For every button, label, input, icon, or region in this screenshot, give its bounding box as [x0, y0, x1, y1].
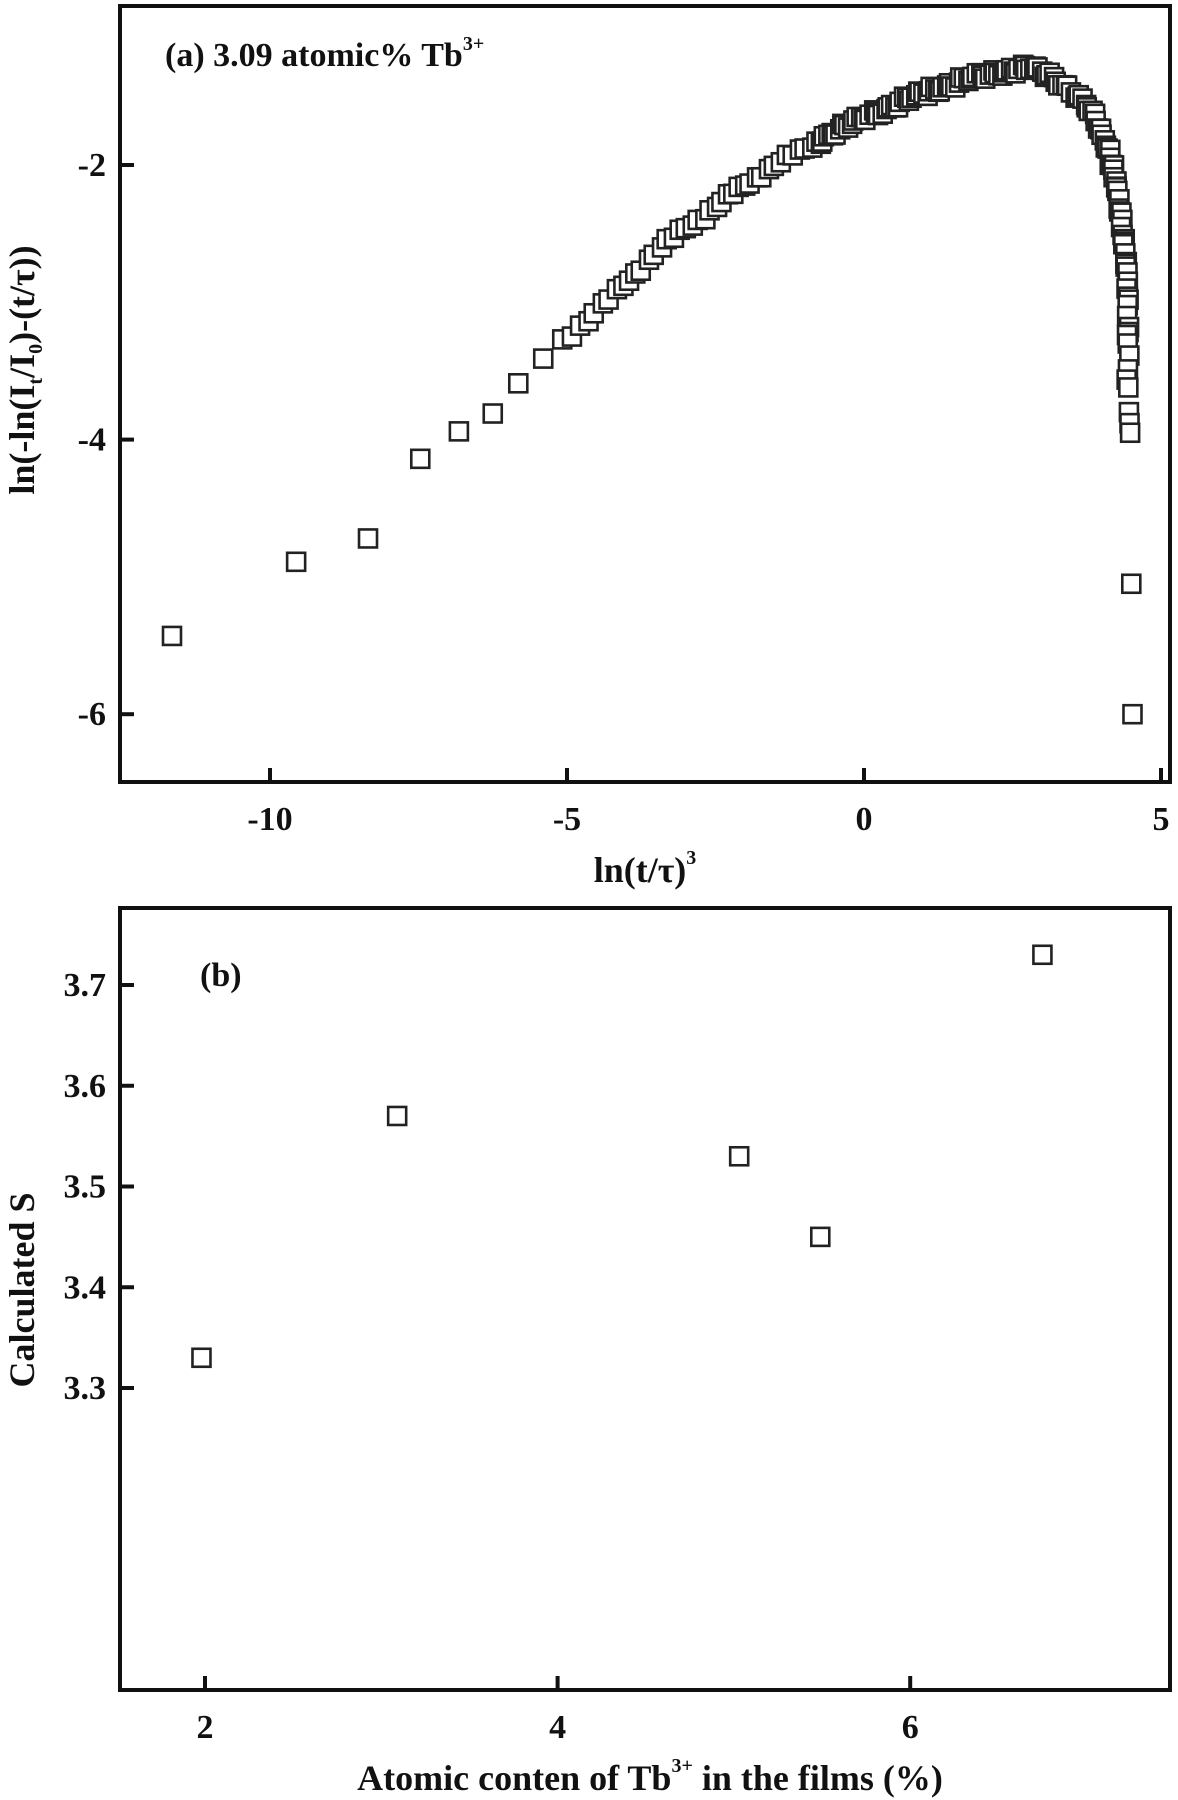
panel-b-x-ticks: 2 4 6 — [197, 1676, 919, 1746]
panel-a-x-ticks: -10 -5 0 5 — [247, 768, 1170, 838]
panel-a-data-points — [161, 54, 1143, 725]
y-tick-label: 3.6 — [64, 1068, 107, 1105]
data-point-marker — [357, 528, 379, 549]
data-point-marker — [161, 625, 183, 647]
panel-b-x-axis-title: Atomic conten of Tb3+ in the films (%) — [357, 1755, 943, 1798]
x-tick-label: -5 — [553, 801, 581, 838]
y-tick-label: 3.5 — [64, 1169, 107, 1206]
data-point-marker — [482, 403, 504, 424]
panel-a-frame — [118, 4, 1172, 784]
panel-a-y-axis-title: ln(-ln(It/I0)-(t/τ)) — [2, 245, 47, 494]
x-tick-label: 6 — [902, 1709, 919, 1746]
data-point-marker — [532, 348, 554, 369]
data-point-marker — [1032, 944, 1053, 966]
data-point-marker — [191, 1347, 212, 1369]
data-point-marker — [1121, 573, 1142, 595]
x-tick-label: 5 — [1153, 801, 1170, 838]
y-tick-label: 3.7 — [64, 967, 107, 1004]
data-point-marker — [285, 551, 307, 573]
panel-b-y-axis-title: Calculated S — [2, 1192, 42, 1387]
data-point-marker — [448, 421, 470, 442]
panel-b-frame — [118, 906, 1172, 1692]
panel-b-data-points — [191, 944, 1053, 1369]
y-tick-label: -4 — [78, 422, 106, 459]
data-point-marker — [728, 1145, 750, 1167]
data-point-marker — [1122, 703, 1143, 725]
y-tick-label: -6 — [78, 696, 106, 733]
panel-b: 2 4 6 3.3 3.4 3.5 3.6 3.7 (b) Atomic conten of… — [2, 906, 1172, 1798]
y-tick-label: -2 — [78, 147, 106, 184]
data-point-marker — [1119, 422, 1141, 444]
data-point-marker — [809, 1226, 831, 1248]
panel-a-y-ticks: -2 -4 -6 — [78, 147, 134, 733]
x-tick-label: 4 — [549, 1709, 566, 1746]
panel-a-annotation: (a) 3.09 atomic% Tb3+ — [165, 33, 484, 74]
data-point-marker — [409, 448, 431, 470]
x-tick-label: -10 — [247, 801, 292, 838]
y-tick-label: 3.3 — [64, 1370, 107, 1407]
panel-b-y-ticks: 3.3 3.4 3.5 3.6 3.7 — [64, 967, 134, 1407]
y-tick-label: 3.4 — [64, 1269, 107, 1306]
x-tick-label: 2 — [197, 1709, 214, 1746]
data-point-marker — [507, 373, 529, 394]
data-point-marker — [386, 1105, 408, 1127]
panel-b-annotation: (b) — [200, 957, 242, 994]
panel-a: -10 -5 0 5 -2 -4 -6 (a) 3.09 atomic% Tb3+ ln(… — [2, 4, 1172, 890]
panel-a-x-axis-title: ln(t/τ)3 — [594, 847, 697, 890]
x-tick-label: 0 — [856, 801, 873, 838]
data-point-marker — [1118, 377, 1139, 398]
